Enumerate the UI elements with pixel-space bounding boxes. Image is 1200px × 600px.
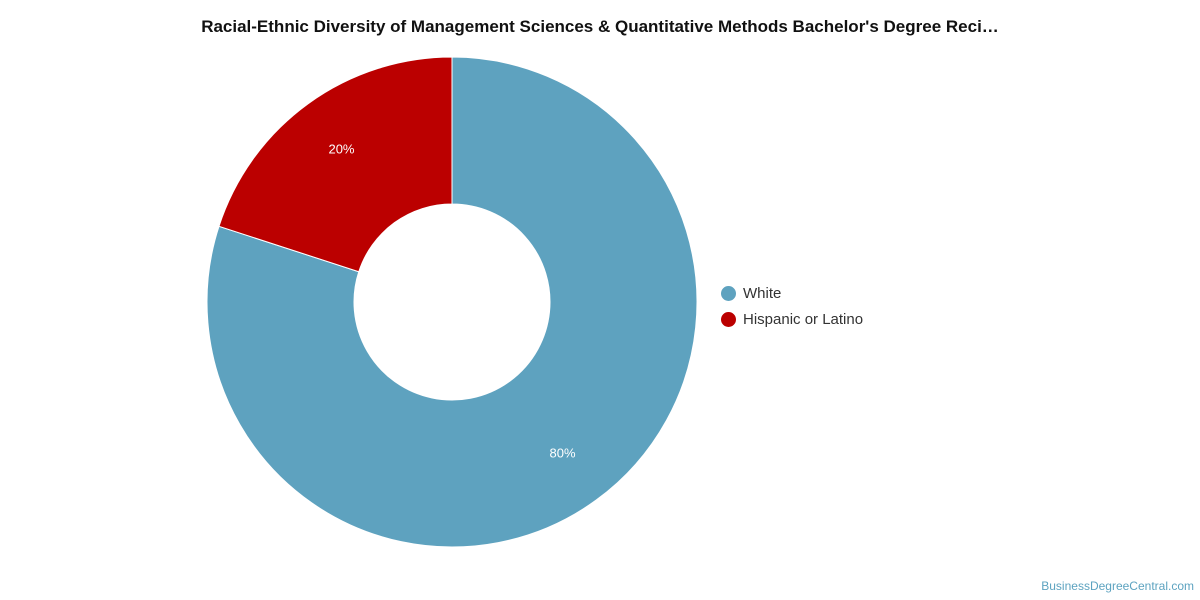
source-watermark[interactable]: BusinessDegreeCentral.com [1041, 579, 1194, 593]
chart-legend: White Hispanic or Latino [721, 280, 863, 332]
legend-label-white: White [743, 284, 782, 302]
legend-swatch-white [721, 285, 736, 301]
legend-swatch-hispanic-or-latino [721, 311, 736, 327]
legend-item-white[interactable]: White [721, 280, 863, 306]
donut-slices [206, 56, 698, 548]
chart-title: Racial-Ethnic Diversity of Management Sc… [201, 17, 999, 36]
slice-label-white: 80% [549, 446, 575, 461]
legend-item-hispanic-or-latino[interactable]: Hispanic or Latino [721, 306, 863, 332]
donut-slice-hispanic-or-latino[interactable] [218, 56, 453, 273]
donut-slice-white[interactable] [206, 56, 698, 548]
legend-label-hispanic-or-latino: Hispanic or Latino [743, 310, 864, 328]
slice-label-hispanic-or-latino: 20% [328, 141, 354, 156]
donut-slice-labels: 80% 20% [328, 141, 575, 460]
